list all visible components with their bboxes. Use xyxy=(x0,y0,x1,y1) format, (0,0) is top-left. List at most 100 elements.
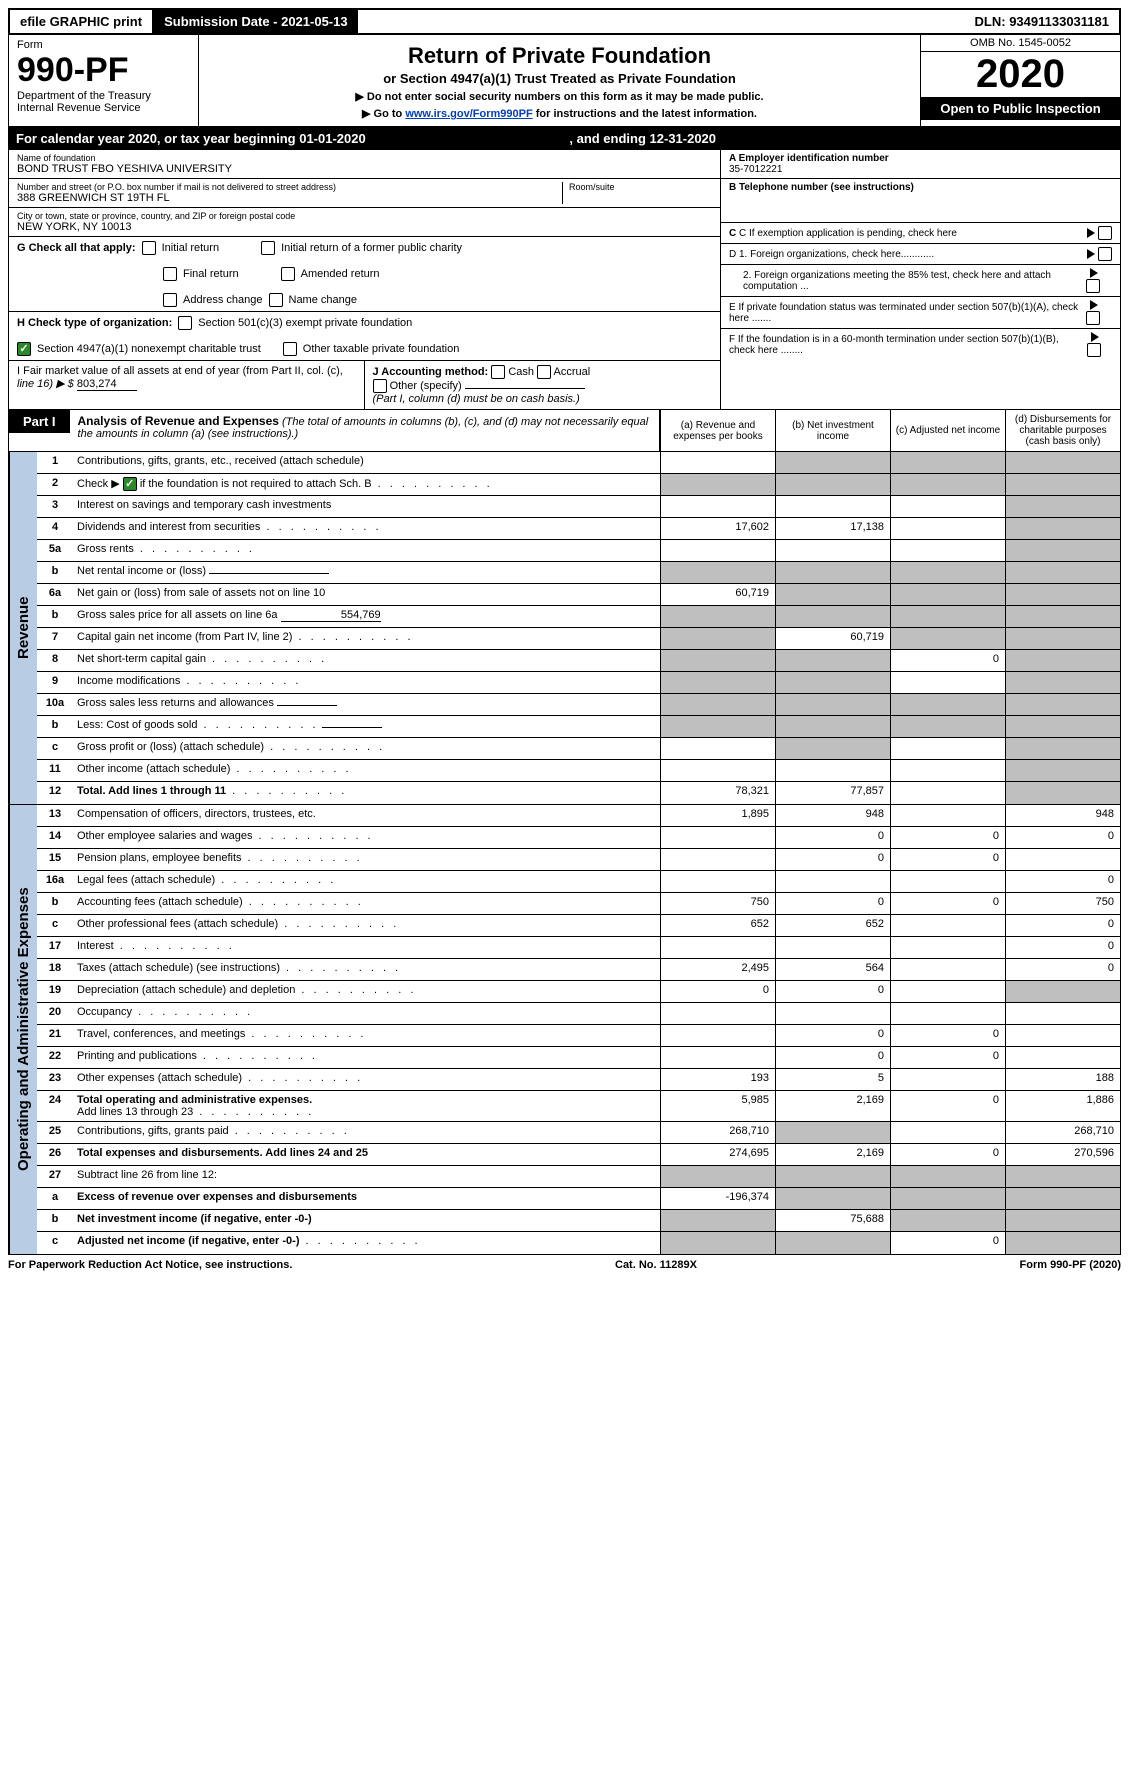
l27b-b: 75,688 xyxy=(775,1210,890,1231)
initial-former-checkbox[interactable] xyxy=(261,241,275,255)
line-5b: bNet rental income or (loss) xyxy=(37,562,1120,584)
l22-desc: Printing and publications xyxy=(73,1047,660,1068)
accrual-checkbox[interactable] xyxy=(537,365,551,379)
l24-a: 5,985 xyxy=(660,1091,775,1121)
l16c-b: 652 xyxy=(775,915,890,936)
line-11: 11Other income (attach schedule) xyxy=(37,760,1120,782)
cash-checkbox[interactable] xyxy=(491,365,505,379)
l26-desc: Total expenses and disbursements. Add li… xyxy=(73,1144,660,1165)
f-checkbox[interactable] xyxy=(1087,343,1101,357)
initial-return-checkbox[interactable] xyxy=(142,241,156,255)
other-taxable-checkbox[interactable] xyxy=(283,342,297,356)
line-15: 15Pension plans, employee benefits00 xyxy=(37,849,1120,871)
l16b-b: 0 xyxy=(775,893,890,914)
l24-d: 1,886 xyxy=(1005,1091,1120,1121)
l17-d: 0 xyxy=(1005,937,1120,958)
l14-b: 0 xyxy=(775,827,890,848)
ein-cell: A Employer identification number 35-7012… xyxy=(721,150,1120,179)
col-c-header: (c) Adjusted net income xyxy=(890,410,1005,451)
header-middle: Return of Private Foundation or Section … xyxy=(199,35,920,126)
j-label: J Accounting method: xyxy=(373,366,489,378)
l4-a: 17,602 xyxy=(660,518,775,539)
l22-b: 0 xyxy=(775,1047,890,1068)
501c3-checkbox[interactable] xyxy=(178,316,192,330)
e-checkbox[interactable] xyxy=(1086,311,1100,325)
line-27c: cAdjusted net income (if negative, enter… xyxy=(37,1232,1120,1254)
final-return-checkbox[interactable] xyxy=(163,267,177,281)
h-o2: Section 4947(a)(1) nonexempt charitable … xyxy=(37,343,261,355)
l19-a: 0 xyxy=(660,981,775,1002)
line-24: 24Total operating and administrative exp… xyxy=(37,1091,1120,1122)
l10a-desc: Gross sales less returns and allowances xyxy=(73,694,660,715)
l16c-d: 0 xyxy=(1005,915,1120,936)
l26-b: 2,169 xyxy=(775,1144,890,1165)
l6b-val: 554,769 xyxy=(281,609,381,622)
foundation-name: BOND TRUST FBO YESHIVA UNIVERSITY xyxy=(17,163,712,175)
line-8: 8Net short-term capital gain0 xyxy=(37,650,1120,672)
address-change-checkbox[interactable] xyxy=(163,293,177,307)
h-o3: Other taxable private foundation xyxy=(303,343,460,355)
l5b-desc: Net rental income or (loss) xyxy=(73,562,660,583)
arrow-icon xyxy=(1090,268,1098,278)
e-row: E If private foundation status was termi… xyxy=(721,297,1120,329)
d2-row: 2. Foreign organizations meeting the 85%… xyxy=(721,265,1120,297)
part1-label: Part I xyxy=(9,410,70,433)
4947a1-checkbox[interactable] xyxy=(17,342,31,356)
l13-desc: Compensation of officers, directors, tru… xyxy=(73,805,660,826)
amended-checkbox[interactable] xyxy=(281,267,295,281)
l27b-desc: Net investment income (if negative, ente… xyxy=(73,1210,660,1231)
tax-year: 2020 xyxy=(921,52,1120,97)
info-grid: Name of foundation BOND TRUST FBO YESHIV… xyxy=(8,150,1121,410)
i-line: line 16) ▶ $ xyxy=(17,378,74,390)
addr-label: Number and street (or P.O. box number if… xyxy=(17,182,562,192)
header-right: OMB No. 1545-0052 2020 Open to Public In… xyxy=(920,35,1120,126)
l26-c: 0 xyxy=(890,1144,1005,1165)
efile-print-button[interactable]: efile GRAPHIC print xyxy=(10,10,154,33)
form-note-2: ▶ Go to www.irs.gov/Form990PF for instru… xyxy=(205,107,914,120)
expenses-table: Operating and Administrative Expenses 13… xyxy=(8,805,1121,1255)
g-o5: Address change xyxy=(183,294,263,306)
arrow-icon xyxy=(1087,228,1095,238)
sch-b-checkbox[interactable] xyxy=(123,477,137,491)
i-section: I Fair market value of all assets at end… xyxy=(9,361,365,409)
l13-d: 948 xyxy=(1005,805,1120,826)
form-word: Form xyxy=(17,39,190,51)
g-o2: Initial return of a former public charit… xyxy=(281,242,462,254)
line-7: 7Capital gain net income (from Part IV, … xyxy=(37,628,1120,650)
header-left: Form 990-PF Department of the Treasury I… xyxy=(9,35,199,126)
l7-b: 60,719 xyxy=(775,628,890,649)
line-13: 13Compensation of officers, directors, t… xyxy=(37,805,1120,827)
g-o3: Final return xyxy=(183,268,239,280)
form-number: 990-PF xyxy=(17,51,190,90)
revenue-body: 1Contributions, gifts, grants, etc., rec… xyxy=(37,452,1120,804)
info-right: A Employer identification number 35-7012… xyxy=(720,150,1120,409)
l25-d: 268,710 xyxy=(1005,1122,1120,1143)
form-note-1: ▶ Do not enter social security numbers o… xyxy=(205,90,914,103)
form-subtitle: or Section 4947(a)(1) Trust Treated as P… xyxy=(205,71,914,86)
phone-cell: B Telephone number (see instructions) xyxy=(721,179,1120,223)
page-footer: For Paperwork Reduction Act Notice, see … xyxy=(8,1255,1121,1271)
l23-desc: Other expenses (attach schedule) xyxy=(73,1069,660,1090)
info-left: Name of foundation BOND TRUST FBO YESHIV… xyxy=(9,150,720,409)
submission-date: Submission Date - 2021-05-13 xyxy=(154,10,358,33)
j-other: Other (specify) xyxy=(390,380,462,392)
dept-label: Department of the Treasury xyxy=(17,90,190,102)
name-cell: Name of foundation BOND TRUST FBO YESHIV… xyxy=(9,150,720,179)
line-12: 12Total. Add lines 1 through 1178,32177,… xyxy=(37,782,1120,804)
d1-checkbox[interactable] xyxy=(1098,247,1112,261)
other-method-checkbox[interactable] xyxy=(373,379,387,393)
arrow-icon xyxy=(1087,249,1095,259)
goto-suffix: for instructions and the latest informat… xyxy=(533,108,757,120)
l8-c: 0 xyxy=(890,650,1005,671)
line-16a: 16aLegal fees (attach schedule)0 xyxy=(37,871,1120,893)
line-10a: 10aGross sales less returns and allowanc… xyxy=(37,694,1120,716)
irs-link[interactable]: www.irs.gov/Form990PF xyxy=(405,108,532,120)
c-checkbox[interactable] xyxy=(1098,226,1112,240)
h-check-row: H Check type of organization: Section 50… xyxy=(9,312,720,361)
name-change-checkbox[interactable] xyxy=(269,293,283,307)
col-a-header: (a) Revenue and expenses per books xyxy=(660,410,775,451)
arrow-icon xyxy=(1090,300,1098,310)
line-18: 18Taxes (attach schedule) (see instructi… xyxy=(37,959,1120,981)
d2-checkbox[interactable] xyxy=(1086,279,1100,293)
revenue-table: Revenue 1Contributions, gifts, grants, e… xyxy=(8,452,1121,805)
